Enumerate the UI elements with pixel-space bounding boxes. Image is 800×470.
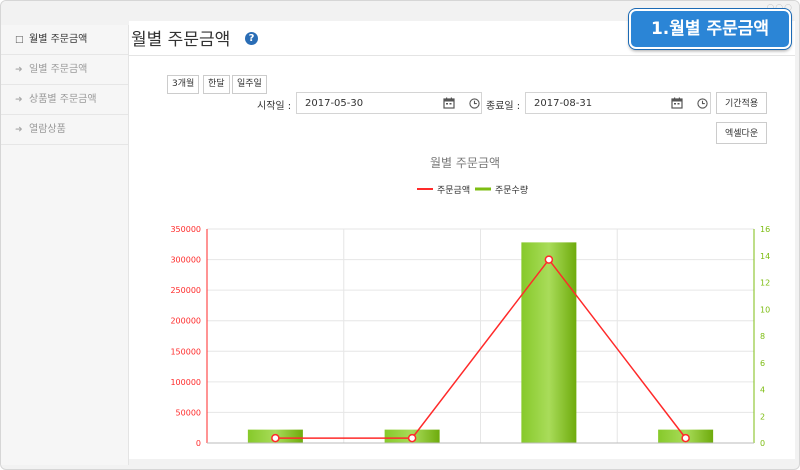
end-date-label: 종료일 :: [486, 101, 521, 112]
range-1month-button[interactable]: 한달: [203, 75, 230, 94]
y-left-tick-label: 350000: [170, 225, 201, 234]
x-tick-label: 2017.06: [396, 450, 429, 451]
sidebar-item-monthly[interactable]: □ 월별 주문금액: [1, 25, 128, 55]
y-right-tick-label: 12: [760, 279, 770, 288]
y-right-tick-label: 16: [760, 225, 770, 234]
x-tick-label: 2017.05: [259, 450, 292, 451]
sign-in-icon: ➜: [15, 65, 23, 75]
range-1week-button[interactable]: 일주일: [232, 75, 267, 94]
y-right-tick-label: 2: [760, 412, 765, 421]
clock-icon[interactable]: [697, 98, 708, 109]
chart-title: 월별 주문금액: [430, 156, 500, 170]
excel-download-button[interactable]: 엑셀다운: [716, 122, 768, 144]
y-right-tick-label: 0: [760, 439, 765, 448]
amount-point: [271, 433, 280, 443]
quantity-bar: [521, 242, 577, 443]
y-left-tick-label: 50000: [176, 408, 201, 417]
window-controls[interactable]: ○○○: [766, 3, 793, 13]
sidebar-item-viewed[interactable]: ➜ 열람상품: [1, 115, 128, 145]
legend-quantity-label: 주문수량: [495, 184, 528, 196]
inbox-icon: □: [15, 35, 24, 45]
main-panel: 월별 주문금액 ? 3개월 한달 일주일 시작일 : 2017-05-30 종료…: [129, 21, 795, 459]
y-left-tick-label: 150000: [170, 347, 201, 356]
amount-point: [544, 255, 554, 264]
quantity-bars: [247, 242, 714, 443]
y-left-tick-label: 0: [196, 439, 201, 448]
x-tick-label: 2017.07: [532, 450, 565, 451]
amount-point: [681, 433, 690, 443]
sidebar-item-label: 상품별 주문금액: [29, 94, 97, 105]
x-tick-label: 2017.08: [669, 450, 702, 451]
start-date-label: 시작일 :: [257, 101, 292, 112]
range-3months-button[interactable]: 3개월: [167, 75, 200, 94]
sidebar-item-label: 월별 주문금액: [29, 34, 88, 45]
window-top-strip: ○○○: [1, 1, 799, 21]
sidebar-item-label: 일별 주문금액: [29, 64, 88, 75]
apply-period-button[interactable]: 기간적용: [716, 92, 768, 114]
sign-in-icon: ➜: [15, 125, 23, 135]
calendar-icon[interactable]: [671, 97, 683, 109]
help-icon[interactable]: ?: [245, 32, 258, 45]
sidebar-item-product[interactable]: ➜ 상품별 주문금액: [1, 85, 128, 115]
clock-icon[interactable]: [469, 98, 480, 109]
y-left-tick-label: 100000: [170, 378, 201, 387]
sidebar: □ 월별 주문금액 ➜ 일별 주문금액 ➜ 상품별 주문금액 ➜ 열람상품: [1, 25, 129, 465]
monthly-order-chart: 월별 주문금액 주문금액 주문수량 0 50000 100000 150000 2000…: [170, 156, 770, 451]
amount-point: [407, 433, 417, 443]
chart-axes: 0 50000 100000 150000 200000 250000 300000 3500…: [170, 225, 770, 451]
section-badge: 1.월별 주문금액: [629, 9, 791, 49]
chart-legend: 주문금액 주문수량: [417, 184, 528, 196]
chart-grid: [207, 228, 754, 444]
y-right-tick-label: 14: [760, 252, 770, 261]
sidebar-item-label: 열람상품: [29, 124, 66, 135]
y-right-tick-label: 10: [760, 305, 770, 314]
y-right-tick-label: 6: [760, 359, 765, 368]
y-left-tick-label: 250000: [170, 286, 201, 295]
page-title: 월별 주문금액: [131, 30, 231, 50]
legend-amount-label: 주문금액: [437, 184, 470, 196]
y-left-tick-label: 200000: [170, 317, 201, 326]
y-right-tick-label: 4: [760, 386, 765, 395]
y-right-tick-label: 8: [760, 332, 765, 341]
amount-polyline: [275, 258, 687, 439]
start-date-input[interactable]: 2017-05-30: [296, 92, 482, 114]
title-bar: 월별 주문금액 ?: [129, 21, 795, 56]
calendar-icon[interactable]: [443, 97, 455, 109]
end-date-input[interactable]: 2017-08-31: [525, 92, 711, 114]
sign-in-icon: ➜: [15, 95, 23, 105]
amount-line: [271, 255, 690, 443]
y-left-tick-label: 300000: [170, 256, 201, 265]
sidebar-item-daily[interactable]: ➜ 일별 주문금액: [1, 55, 128, 85]
